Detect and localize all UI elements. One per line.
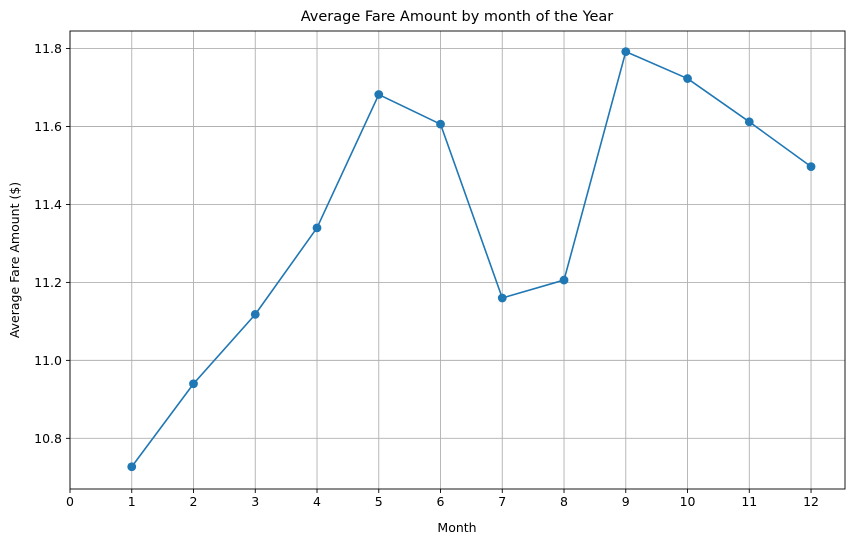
- x-axis-label: Month: [437, 520, 476, 535]
- x-tick-label: 7: [498, 494, 506, 509]
- y-tick-label: 11.8: [34, 41, 62, 56]
- chart-title: Average Fare Amount by month of the Year: [301, 9, 614, 25]
- y-tick-label: 11.0: [34, 353, 62, 368]
- data-point: [436, 119, 445, 129]
- data-point: [806, 162, 816, 172]
- y-tick-label: 11.6: [34, 119, 62, 134]
- data-point: [621, 47, 631, 57]
- data-point: [250, 309, 260, 319]
- data-point: [127, 462, 137, 472]
- data-point: [374, 90, 384, 99]
- y-axis-label: Average Fare Amount ($): [7, 182, 22, 338]
- series-line: [130, 50, 812, 468]
- x-tick-label: 2: [190, 494, 198, 509]
- data-point: [744, 117, 754, 127]
- data-point: [312, 223, 322, 233]
- y-tick-label: 11.4: [34, 197, 62, 212]
- x-tick-label: 8: [560, 494, 568, 509]
- data-point: [497, 293, 507, 303]
- data-point: [683, 74, 692, 83]
- x-tick-label: 6: [437, 494, 445, 509]
- grid: [69, 31, 845, 489]
- plot-area-frame: [69, 30, 846, 490]
- x-tick-label: 11: [741, 494, 757, 509]
- x-tick-label: 5: [375, 494, 383, 509]
- y-tick-label: 10.8: [34, 431, 62, 446]
- x-tick-label: 10: [680, 494, 696, 509]
- x-tick-label: 0: [66, 494, 74, 509]
- x-tick-label: 1: [128, 494, 136, 509]
- x-tick-label: 3: [251, 494, 259, 509]
- x-tick-label: 9: [622, 494, 630, 509]
- series-layer: [127, 47, 816, 472]
- x-tick-label: 4: [313, 494, 321, 509]
- data-point: [189, 379, 198, 389]
- data-point: [559, 275, 569, 285]
- x-tick-label: 12: [803, 494, 819, 509]
- y-tick-label: 11.2: [34, 275, 62, 290]
